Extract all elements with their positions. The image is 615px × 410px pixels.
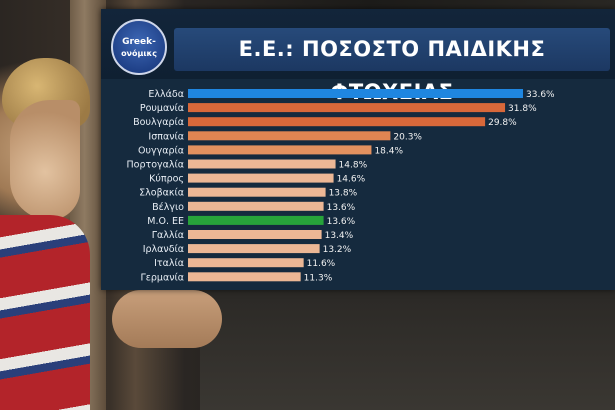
bar bbox=[188, 131, 391, 141]
bar bbox=[188, 145, 372, 155]
value-label: 18.4% bbox=[374, 146, 403, 156]
bar bbox=[188, 89, 523, 98]
child-face bbox=[10, 100, 80, 220]
category-label: Ρουμανία bbox=[140, 103, 184, 114]
value-label: 14.8% bbox=[339, 161, 368, 171]
value-label: 20.3% bbox=[393, 132, 422, 142]
child-shirt bbox=[0, 215, 90, 410]
value-label: 13.2% bbox=[323, 245, 352, 255]
value-label: 31.8% bbox=[508, 104, 537, 114]
bar bbox=[188, 103, 506, 113]
value-label: 29.8% bbox=[488, 118, 517, 128]
category-label: Ουγγαρία bbox=[138, 145, 184, 156]
bar bbox=[188, 187, 326, 197]
value-label: 13.6% bbox=[327, 203, 356, 213]
value-label: 13.4% bbox=[325, 231, 354, 241]
logo-line-1: Greek- bbox=[122, 37, 156, 47]
value-label: 14.6% bbox=[337, 175, 366, 185]
bar bbox=[188, 230, 322, 239]
category-label: Μ.Ο. ΕΕ bbox=[147, 216, 184, 227]
category-label: Ιταλία bbox=[154, 258, 184, 269]
category-label: Κύπρος bbox=[149, 174, 184, 185]
value-label: 33.6% bbox=[526, 90, 555, 100]
category-label: Πορτογαλία bbox=[126, 160, 184, 171]
category-label: Βέλγιο bbox=[152, 202, 184, 213]
bar bbox=[188, 244, 320, 254]
value-label: 11.3% bbox=[304, 273, 333, 283]
title-box: Ε.Ε.: ΠΟΣΟΣΤΟ ΠΑΙΔΙΚΗΣ ΦΤΩΧΕΙΑΣ bbox=[174, 28, 610, 104]
bar bbox=[188, 258, 304, 268]
category-label: Ισπανία bbox=[148, 131, 184, 142]
value-label: 13.6% bbox=[327, 217, 356, 227]
category-label: Ιρλανδία bbox=[143, 244, 184, 255]
category-label: Γερμανία bbox=[140, 272, 184, 283]
child-arm bbox=[112, 290, 222, 348]
ground bbox=[200, 290, 615, 410]
value-label: 11.6% bbox=[307, 259, 336, 269]
value-label: 13.8% bbox=[329, 189, 358, 199]
category-label: Γαλλία bbox=[152, 230, 184, 241]
bar bbox=[188, 215, 324, 225]
category-label: Ελλάδα bbox=[148, 89, 184, 100]
category-label: Βουλγαρία bbox=[133, 117, 184, 128]
logo-line-2: ονόμικς bbox=[121, 49, 157, 58]
bar bbox=[188, 272, 301, 282]
bar bbox=[188, 159, 336, 169]
bar bbox=[188, 201, 324, 211]
category-label: Σλοβακία bbox=[139, 188, 184, 199]
greek-onomics-logo: Greek- ονόμικς bbox=[111, 19, 167, 75]
bar bbox=[188, 117, 486, 127]
chart-panel: Greek- ονόμικς Ε.Ε.: ΠΟΣΟΣΤΟ ΠΑΙΔΙΚΗΣ ΦΤ… bbox=[101, 9, 615, 290]
chart-header: Greek- ονόμικς Ε.Ε.: ΠΟΣΟΣΤΟ ΠΑΙΔΙΚΗΣ ΦΤ… bbox=[101, 9, 615, 104]
bar bbox=[188, 173, 334, 183]
